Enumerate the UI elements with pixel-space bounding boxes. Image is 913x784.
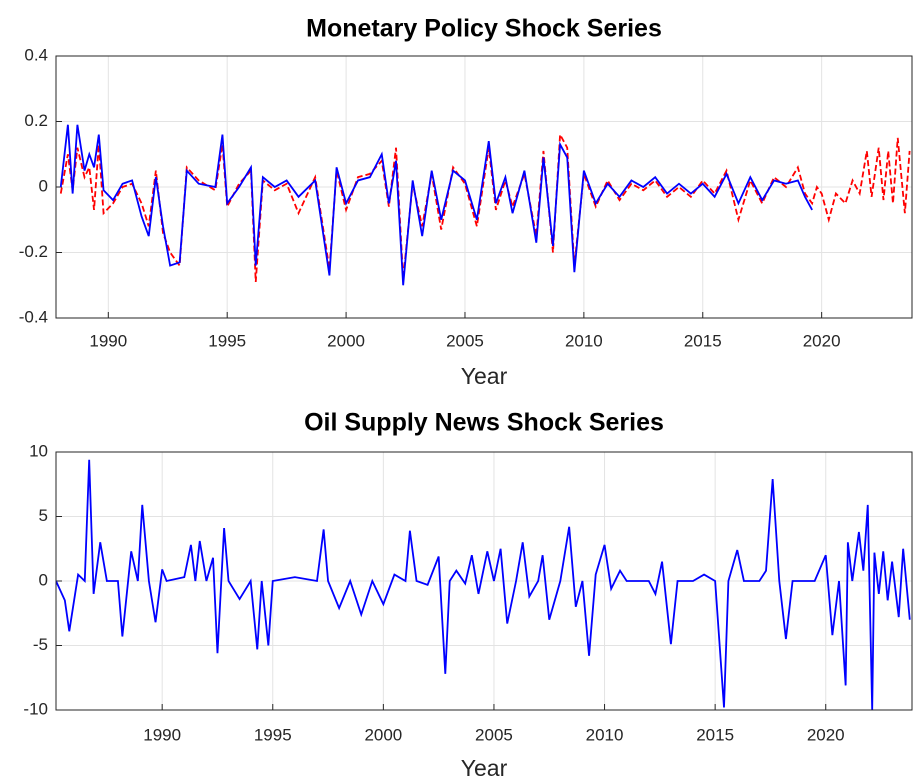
x-tick-label: 2000 xyxy=(364,725,402,744)
y-tick-label: 10 xyxy=(29,441,48,460)
y-tick-label: -0.2 xyxy=(19,242,48,261)
x-tick-label: 2005 xyxy=(446,331,484,350)
axes-box xyxy=(55,55,913,319)
chart-title: Monetary Policy Shock Series xyxy=(306,15,662,43)
x-tick-label: 2015 xyxy=(696,725,734,744)
x-tick-label: 1995 xyxy=(254,725,292,744)
series-line xyxy=(56,459,911,710)
chart-title: Oil Supply News Shock Series xyxy=(304,409,664,437)
x-tick-label: 1990 xyxy=(143,725,181,744)
y-tick-label: -5 xyxy=(33,635,48,654)
x-tick-label: 2010 xyxy=(565,331,603,350)
x-axis-label: Year xyxy=(461,363,508,389)
y-tick-label: -10 xyxy=(23,699,48,718)
x-tick-label: 2015 xyxy=(684,331,722,350)
x-tick-label: 2020 xyxy=(803,331,841,350)
y-tick-label: 0 xyxy=(39,570,48,589)
y-tick-label: 0 xyxy=(39,176,48,195)
axes-box xyxy=(55,451,913,711)
subplot: 1990 1995 2000 2005 2010 2015 2020 -10 -5 0 5 10 Oil… xyxy=(23,409,913,781)
x-tick-label: 2020 xyxy=(807,725,845,744)
y-tick-label: 0.2 xyxy=(24,111,48,130)
x-axis-label: Year xyxy=(461,755,508,781)
y-tick-label: 0.4 xyxy=(24,45,48,64)
subplot: 1990 1995 2000 2005 2010 2015 2020 -0.4 -0.2 0 0.2… xyxy=(19,15,913,389)
x-tick-label: 2005 xyxy=(475,725,513,744)
x-tick-label: 1990 xyxy=(89,331,127,350)
series-line xyxy=(59,124,813,286)
y-tick-label: 5 xyxy=(39,506,48,525)
x-tick-label: 2010 xyxy=(586,725,624,744)
x-tick-label: 2000 xyxy=(327,331,365,350)
x-tick-label: 1995 xyxy=(208,331,246,350)
y-tick-label: -0.4 xyxy=(19,307,48,326)
